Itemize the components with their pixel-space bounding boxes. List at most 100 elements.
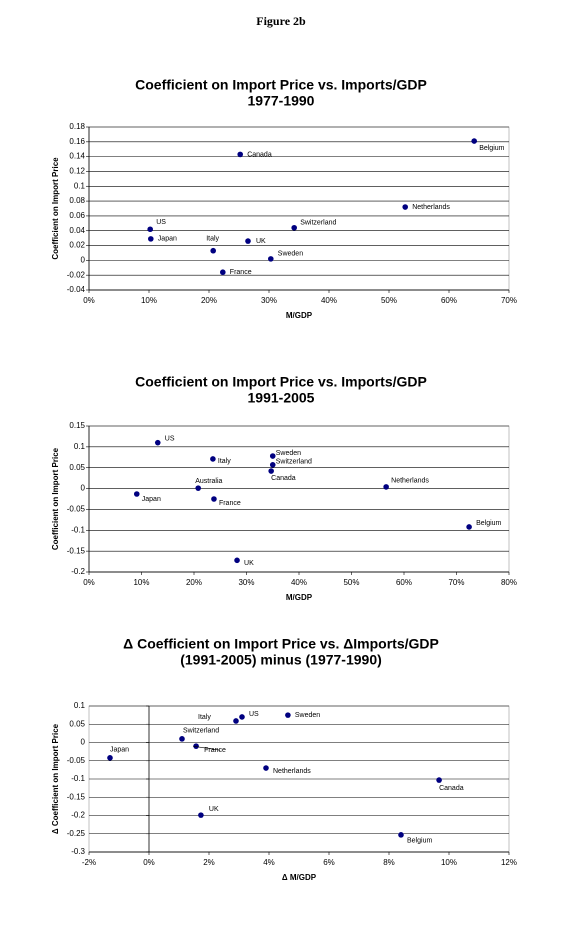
chart-title: Coefficient on Import Price vs. Imports/… [135, 374, 427, 390]
y-tick-label: -0.15 [67, 546, 86, 555]
y-tick-label: 0 [81, 738, 86, 747]
point-label: Italy [206, 236, 219, 243]
point-label: Sweden [278, 251, 303, 258]
chart-title: Δ Coefficient on Import Price vs. ΔImpor… [123, 636, 439, 652]
point-label: US [249, 711, 259, 718]
y-axis-label: Coefficient on Import Price [51, 447, 60, 550]
point-label: UK [256, 238, 266, 245]
y-tick-label: 0.05 [69, 719, 85, 728]
x-tick-label: 50% [381, 296, 397, 305]
y-tick-label: 0.16 [69, 137, 85, 146]
y-tick-label: 0.08 [69, 196, 85, 205]
y-tick-label: 0.1 [74, 442, 86, 451]
y-tick-label: 0.15 [69, 421, 85, 430]
point [154, 439, 161, 446]
point-label: Switzerland [183, 728, 219, 735]
y-tick-label: -0.1 [71, 525, 85, 534]
y-tick-label: 0 [81, 255, 86, 264]
x-tick-label: 6% [323, 858, 335, 867]
y-tick-label: 0.12 [69, 167, 85, 176]
y-tick-label: 0.14 [69, 152, 85, 161]
point-label: Switzerland [276, 459, 312, 466]
label-arrow [193, 745, 221, 751]
point [269, 461, 276, 468]
point-label: Belgium [476, 520, 501, 527]
y-tick-label: -0.02 [67, 270, 86, 279]
x-tick-label: 50% [343, 578, 359, 587]
x-tick-label: 10% [141, 296, 157, 305]
point-label: Australia [195, 478, 222, 485]
point-label: France [230, 269, 252, 276]
y-tick-label: 0.1 [74, 701, 86, 710]
point-label: Belgium [479, 145, 504, 152]
x-tick-label: 10% [441, 858, 457, 867]
point-label: Netherlands [273, 768, 311, 775]
point [198, 812, 204, 818]
y-tick-label: 0.05 [69, 463, 85, 472]
chart-subtitle: 1991-2005 [248, 390, 315, 406]
x-tick-label: 40% [291, 578, 307, 587]
point [195, 485, 201, 491]
point-label: UK [209, 806, 219, 813]
x-tick-label: 2% [203, 858, 215, 867]
x-axis-label: M/GDP [286, 593, 313, 602]
point-label: US [156, 219, 166, 226]
x-tick-label: 0% [83, 578, 95, 587]
point [291, 224, 298, 231]
point [269, 453, 276, 459]
y-axis-label: Δ Coefficient on Import Price [51, 723, 60, 834]
x-tick-label: 4% [263, 858, 275, 867]
x-tick-label: 80% [501, 578, 517, 587]
point-label: Canada [271, 475, 296, 482]
point-label: Canada [439, 785, 464, 792]
x-tick-label: 0% [83, 296, 95, 305]
y-axis-label: Coefficient on Import Price [51, 157, 60, 260]
point [285, 712, 291, 718]
x-axis-label: M/GDP [286, 311, 313, 320]
point-label: Sweden [276, 450, 301, 457]
point-label: UK [244, 560, 254, 567]
y-tick-label: 0.1 [74, 181, 86, 190]
y-tick-label: -0.15 [67, 792, 86, 801]
x-tick-label: 20% [201, 296, 217, 305]
point [398, 832, 404, 838]
y-tick-label: -0.05 [67, 505, 86, 514]
chart-subtitle: (1991-2005) minus (1977-1990) [180, 652, 382, 668]
x-tick-label: -2% [82, 858, 96, 867]
point-label: France [219, 500, 241, 507]
point-label: Netherlands [412, 204, 450, 211]
y-tick-label: -0.1 [71, 774, 85, 783]
x-tick-label: 70% [448, 578, 464, 587]
y-tick-label: 0.02 [69, 241, 85, 250]
y-tick-label: 0.18 [69, 122, 85, 131]
point-label: Canada [247, 151, 272, 158]
x-tick-label: 60% [396, 578, 412, 587]
x-tick-label: 30% [261, 296, 277, 305]
y-tick-label: -0.04 [67, 285, 86, 294]
point [239, 714, 245, 720]
y-tick-label: -0.3 [71, 847, 85, 856]
point-label: Japan [110, 747, 129, 754]
chart-title: Coefficient on Import Price vs. Imports/… [135, 77, 427, 93]
point [210, 247, 216, 254]
point [471, 138, 478, 144]
point [147, 226, 153, 233]
x-tick-label: 10% [133, 578, 149, 587]
figure-title: Figure 2b [256, 14, 306, 28]
point [179, 736, 185, 742]
chart-subtitle: 1977-1990 [248, 93, 315, 109]
x-tick-label: 20% [186, 578, 202, 587]
point-label: US [165, 436, 175, 443]
point [193, 743, 199, 749]
point [466, 524, 472, 530]
point [234, 557, 240, 564]
point [220, 269, 226, 276]
x-tick-label: 70% [501, 296, 517, 305]
point [210, 456, 216, 462]
x-axis-label: Δ M/GDP [282, 873, 317, 882]
y-tick-label: -0.25 [67, 829, 86, 838]
y-tick-label: -0.2 [71, 811, 85, 820]
point-label: Japan [142, 496, 161, 503]
